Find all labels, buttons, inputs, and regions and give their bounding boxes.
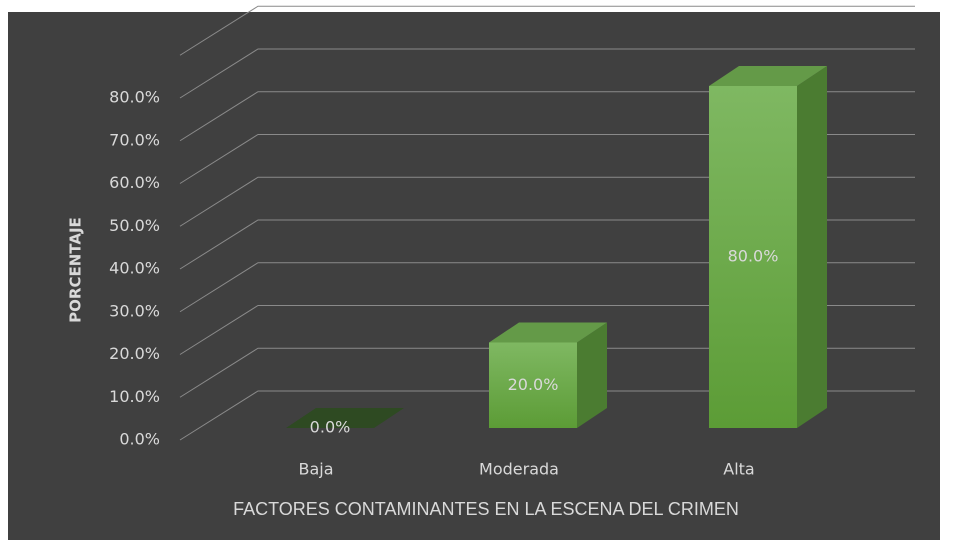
x-tick-label: Baja bbox=[298, 460, 333, 479]
grid-line bbox=[179, 219, 915, 270]
grid-line bbox=[179, 347, 915, 398]
bar-top bbox=[286, 408, 404, 428]
y-tick-label: 70.0% bbox=[109, 130, 160, 149]
y-axis-title: PORCENTAJE bbox=[67, 217, 85, 323]
grid-line bbox=[179, 305, 915, 355]
bar bbox=[286, 408, 404, 428]
grid-line bbox=[179, 48, 915, 99]
grid-line bbox=[179, 262, 915, 313]
y-tick-label: 0.0% bbox=[119, 430, 160, 449]
y-tick-label: 30.0% bbox=[109, 301, 160, 320]
y-tick-label: 20.0% bbox=[109, 344, 160, 363]
bar bbox=[709, 66, 827, 428]
y-tick-label: 10.0% bbox=[109, 387, 160, 406]
data-label: 80.0% bbox=[728, 247, 779, 266]
bar-front bbox=[709, 86, 797, 428]
data-label: 0.0% bbox=[310, 418, 351, 437]
bar-side bbox=[577, 322, 607, 428]
y-tick-label: 40.0% bbox=[109, 259, 160, 278]
data-label: 20.0% bbox=[508, 375, 559, 394]
y-tick-label: 80.0% bbox=[109, 88, 160, 107]
grid-line bbox=[179, 134, 915, 184]
x-axis-title: FACTORES CONTAMINANTES EN LA ESCENA DEL … bbox=[233, 499, 739, 519]
axis-top-edge bbox=[179, 5, 915, 56]
x-tick-label: Moderada bbox=[479, 460, 559, 479]
bar-front bbox=[489, 342, 577, 428]
x-tick-label: Alta bbox=[723, 460, 754, 479]
bar bbox=[489, 322, 607, 428]
grid-line bbox=[179, 91, 915, 142]
y-tick-label: 60.0% bbox=[109, 173, 160, 192]
y-tick-label: 50.0% bbox=[109, 216, 160, 235]
bar-side bbox=[797, 66, 827, 428]
bar-top bbox=[709, 66, 827, 86]
bar-top bbox=[489, 322, 607, 343]
grid-line bbox=[179, 390, 915, 441]
grid-line bbox=[179, 176, 915, 227]
